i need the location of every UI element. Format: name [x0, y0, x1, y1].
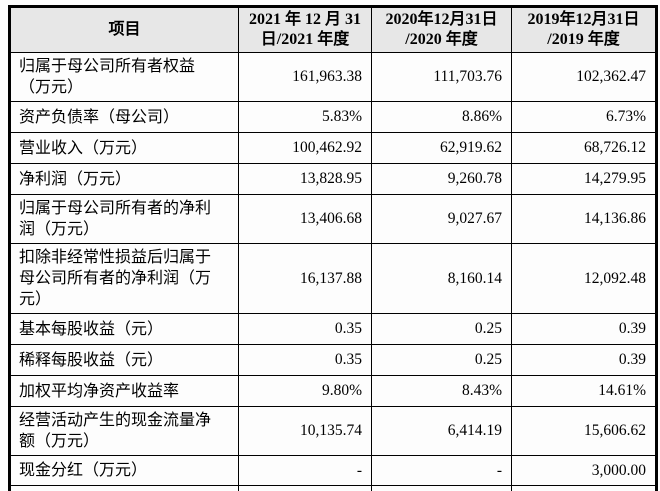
table-row: 基本每股收益（元） 0.35 0.25 0.39 — [9, 313, 657, 345]
column-header-label: /2019 年度 — [547, 31, 620, 48]
financial-summary-table: 项目 2021 年 12 月 31 日/2021 年度 2020年12月31日 … — [8, 5, 658, 491]
column-header-2021: 2021 年 12 月 31 日/2021 年度 — [238, 6, 372, 53]
row-label: 现金分红（万元） — [9, 455, 239, 486]
value-2021: 16,137.88 — [238, 243, 372, 314]
value-2019: 3,000.00 — [511, 455, 657, 486]
value-2021: 0.35 — [238, 313, 372, 345]
value-2020: 9,027.67 — [371, 194, 512, 244]
value-2021: 10,135.74 — [238, 406, 372, 456]
table-row: 现金分红（万元） - - 3,000.00 — [9, 455, 657, 486]
value-2019: 0.39 — [511, 344, 657, 376]
table-row: 稀释每股收益（元） 0.35 0.25 0.39 — [9, 344, 657, 376]
header-row: 项目 2021 年 12 月 31 日/2021 年度 2020年12月31日 … — [9, 6, 657, 53]
table-row: 经营活动产生的现金流量净额（万元） 10,135.74 6,414.19 15,… — [9, 406, 657, 456]
table-row: 研发投入占营业收入的比例 7.46% 8.28% 7.35% — [9, 485, 657, 491]
row-label: 经营活动产生的现金流量净额（万元） — [9, 406, 239, 456]
value-2020: 6,414.19 — [371, 406, 512, 456]
value-2021: 100,462.92 — [238, 132, 372, 164]
value-2021: 0.35 — [238, 344, 372, 376]
value-2020: 0.25 — [371, 313, 512, 345]
value-2019: 12,092.48 — [511, 243, 657, 314]
value-2020: 8.86% — [371, 101, 512, 133]
value-2019: 7.35% — [511, 485, 657, 491]
value-2019: 14.61% — [511, 375, 657, 407]
row-label: 稀释每股收益（元） — [9, 344, 239, 376]
value-2021: 13,828.95 — [238, 163, 372, 195]
value-2021: 9.80% — [238, 375, 372, 407]
table-row: 归属于母公司所有者的净利润（万元） 13,406.68 9,027.67 14,… — [9, 194, 657, 244]
column-header-2019: 2019年12月31日 /2019 年度 — [511, 6, 657, 53]
value-2020: 62,919.62 — [371, 132, 512, 164]
table-row: 营业收入（万元） 100,462.92 62,919.62 68,726.12 — [9, 132, 657, 164]
value-2019: 6.73% — [511, 101, 657, 133]
column-header-2020: 2020年12月31日 /2020 年度 — [371, 6, 512, 53]
value-2021: - — [238, 455, 372, 486]
value-2020: 8.28% — [371, 485, 512, 491]
column-header-label: 2021 年 12 月 31 — [248, 11, 361, 28]
row-label: 扣除非经常性损益后归属于母公司所有者的净利润（万元） — [9, 243, 239, 314]
value-2020: - — [371, 455, 512, 486]
column-header-label: 项目 — [108, 21, 141, 38]
value-2020: 8.43% — [371, 375, 512, 407]
column-header-label: /2020 年度 — [405, 31, 478, 48]
column-header-item: 项目 — [9, 6, 239, 53]
column-header-label: 日/2021 年度 — [260, 31, 350, 48]
value-2021: 161,963.38 — [238, 52, 372, 102]
table-row: 资产负债率（母公司） 5.83% 8.86% 6.73% — [9, 101, 657, 133]
row-label: 研发投入占营业收入的比例 — [9, 485, 239, 491]
table-row: 扣除非经常性损益后归属于母公司所有者的净利润（万元） 16,137.88 8,1… — [9, 243, 657, 314]
value-2019: 68,726.12 — [511, 132, 657, 164]
value-2020: 111,703.76 — [371, 52, 512, 102]
column-header-label: 2020年12月31日 — [385, 11, 498, 28]
value-2019: 14,136.86 — [511, 194, 657, 244]
value-2019: 15,606.62 — [511, 406, 657, 456]
row-label: 加权平均净资产收益率 — [9, 375, 239, 407]
value-2019: 14,279.95 — [511, 163, 657, 195]
value-2021: 7.46% — [238, 485, 372, 491]
row-label: 资产负债率（母公司） — [9, 101, 239, 133]
table-row: 净利润（万元） 13,828.95 9,260.78 14,279.95 — [9, 163, 657, 195]
table-row: 加权平均净资产收益率 9.80% 8.43% 14.61% — [9, 375, 657, 407]
row-label: 营业收入（万元） — [9, 132, 239, 164]
value-2020: 9,260.78 — [371, 163, 512, 195]
row-label: 净利润（万元） — [9, 163, 239, 195]
value-2021: 5.83% — [238, 101, 372, 133]
row-label: 归属于母公司所有者权益（万元） — [9, 52, 239, 102]
value-2020: 0.25 — [371, 344, 512, 376]
value-2020: 8,160.14 — [371, 243, 512, 314]
row-label: 基本每股收益（元） — [9, 313, 239, 345]
value-2021: 13,406.68 — [238, 194, 372, 244]
row-label: 归属于母公司所有者的净利润（万元） — [9, 194, 239, 244]
value-2019: 102,362.47 — [511, 52, 657, 102]
value-2019: 0.39 — [511, 313, 657, 345]
column-header-label: 2019年12月31日 — [527, 11, 640, 28]
table-row: 归属于母公司所有者权益（万元） 161,963.38 111,703.76 10… — [9, 52, 657, 102]
